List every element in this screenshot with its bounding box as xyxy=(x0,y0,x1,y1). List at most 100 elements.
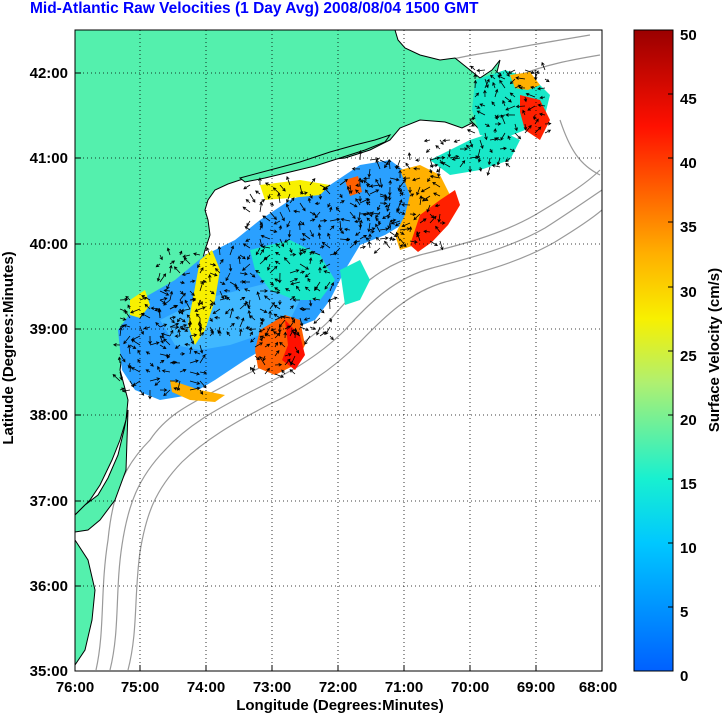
velocity-arrow xyxy=(238,328,243,337)
velocity-arrow xyxy=(299,270,305,274)
velocity-arrow xyxy=(229,307,234,319)
velocity-arrow xyxy=(159,323,168,328)
velocity-arrow xyxy=(286,220,291,228)
velocity-arrow xyxy=(391,220,401,225)
velocity-arrow xyxy=(369,184,381,188)
velocity-arrow xyxy=(399,178,406,188)
velocity-arrow xyxy=(219,290,225,300)
y-tick-label: 38:00 xyxy=(30,407,68,424)
velocity-arrow xyxy=(329,225,335,231)
outer-banks xyxy=(75,539,96,666)
velocity-arrow xyxy=(214,315,221,320)
velocity-arrow xyxy=(169,379,180,383)
velocity-arrow xyxy=(264,367,270,375)
y-tick-label: 42:00 xyxy=(30,65,68,82)
velocity-arrow xyxy=(283,257,291,265)
velocity-arrow xyxy=(223,295,231,301)
velocity-arrow xyxy=(394,166,401,170)
velocity-arrow xyxy=(530,85,536,90)
velocity-arrow xyxy=(345,237,351,242)
velocity-arrow xyxy=(195,313,201,319)
velocity-arrow xyxy=(245,199,251,204)
velocity-arrow xyxy=(447,148,452,158)
velocity-arrow xyxy=(113,343,121,347)
velocity-arrow xyxy=(474,105,481,109)
velocity-arrow xyxy=(180,326,191,331)
velocity-arrow xyxy=(243,184,251,190)
velocity-arrow xyxy=(256,291,261,301)
y-tick-label: 37:00 xyxy=(30,493,68,510)
velocity-arrow xyxy=(429,174,441,179)
velocity-arrow xyxy=(289,197,295,204)
velocity-arrow xyxy=(367,168,372,178)
velocity-arrow xyxy=(199,306,206,310)
velocity-arrow xyxy=(173,387,181,391)
velocity-arrow xyxy=(255,247,261,256)
velocity-arrow xyxy=(254,355,260,361)
velocity-arrow xyxy=(180,308,191,313)
velocity-arrow xyxy=(343,227,351,232)
y-tick-label: 35:00 xyxy=(30,663,68,680)
velocity-arrow xyxy=(259,256,268,265)
velocity-arrow xyxy=(261,245,271,249)
velocity-arrow xyxy=(189,386,201,391)
velocity-arrow xyxy=(313,317,321,324)
velocity-arrow xyxy=(432,181,441,188)
velocity-arrow xyxy=(269,301,275,310)
velocity-arrow xyxy=(163,389,171,397)
x-tick-label: 69:00 xyxy=(517,679,555,696)
velocity-arrow xyxy=(366,217,371,222)
velocity-arrow xyxy=(212,308,221,315)
velocity-arrow xyxy=(299,263,310,270)
velocity-arrow xyxy=(429,163,439,168)
velocity-arrow xyxy=(354,219,361,224)
colorbar-tick-label: 40 xyxy=(680,155,697,172)
velocity-arrow xyxy=(524,69,535,75)
velocity-arrow xyxy=(277,192,281,204)
velocity-arrow xyxy=(409,212,417,217)
velocity-arrow xyxy=(399,211,406,215)
colorbar-tick-label: 50 xyxy=(680,27,697,44)
velocity-arrow xyxy=(339,193,343,199)
velocity-arrow xyxy=(248,327,256,332)
velocity-arrow xyxy=(278,326,282,334)
velocity-arrow xyxy=(484,78,490,89)
x-tick-label: 76:00 xyxy=(56,679,94,696)
velocity-arrow xyxy=(375,211,381,219)
velocity-arrow xyxy=(415,158,421,162)
velocity-arrow xyxy=(197,321,202,328)
velocity-arrow xyxy=(260,335,266,339)
velocity-arrow xyxy=(515,76,526,80)
velocity-arrow xyxy=(274,287,281,292)
velocity-arrow xyxy=(259,320,264,328)
velocity-arrow xyxy=(179,280,185,285)
velocity-arrow xyxy=(382,213,391,220)
velocity-arrow xyxy=(249,193,256,203)
velocity-arrow xyxy=(169,325,180,329)
x-tick-label: 75:00 xyxy=(121,679,159,696)
y-tick-marks xyxy=(75,72,81,587)
velocity-arrow xyxy=(225,272,231,282)
velocity-arrow xyxy=(366,183,371,188)
velocity-arrow xyxy=(226,331,231,337)
velocity-arrow xyxy=(163,338,171,346)
velocity-arrow xyxy=(419,218,427,224)
velocity-arrow xyxy=(130,308,141,314)
velocity-arrow xyxy=(161,369,171,373)
velocity-arrow xyxy=(322,263,331,269)
velocity-arrow xyxy=(119,387,125,391)
velocity-arrow xyxy=(367,222,371,233)
velocity-arrow xyxy=(339,200,345,204)
velocity-arrow xyxy=(179,368,187,373)
velocity-arrow xyxy=(285,203,291,213)
velocity-arrow xyxy=(259,335,263,342)
velocity-arrow xyxy=(387,211,391,220)
velocity-arrow xyxy=(314,211,321,219)
velocity-arrow xyxy=(497,75,506,80)
velocity-arrow xyxy=(303,317,311,321)
velocity-arrow xyxy=(317,232,322,240)
velocity-arrow xyxy=(413,166,421,171)
velocity-arrow xyxy=(479,139,484,149)
velocity-arrow xyxy=(289,278,299,283)
velocity-arrow xyxy=(169,317,175,324)
